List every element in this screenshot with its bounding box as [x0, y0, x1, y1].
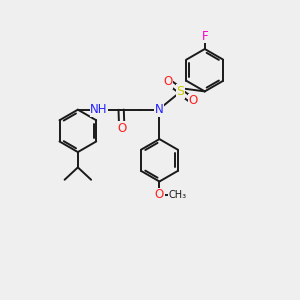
Text: S: S	[177, 85, 184, 98]
Text: O: O	[155, 188, 164, 201]
Text: NH: NH	[90, 103, 108, 116]
Text: O: O	[188, 94, 198, 107]
Text: O: O	[117, 122, 126, 135]
Text: N: N	[155, 103, 164, 116]
Text: CH₃: CH₃	[169, 190, 187, 200]
Text: O: O	[164, 76, 173, 88]
Text: F: F	[202, 30, 208, 43]
